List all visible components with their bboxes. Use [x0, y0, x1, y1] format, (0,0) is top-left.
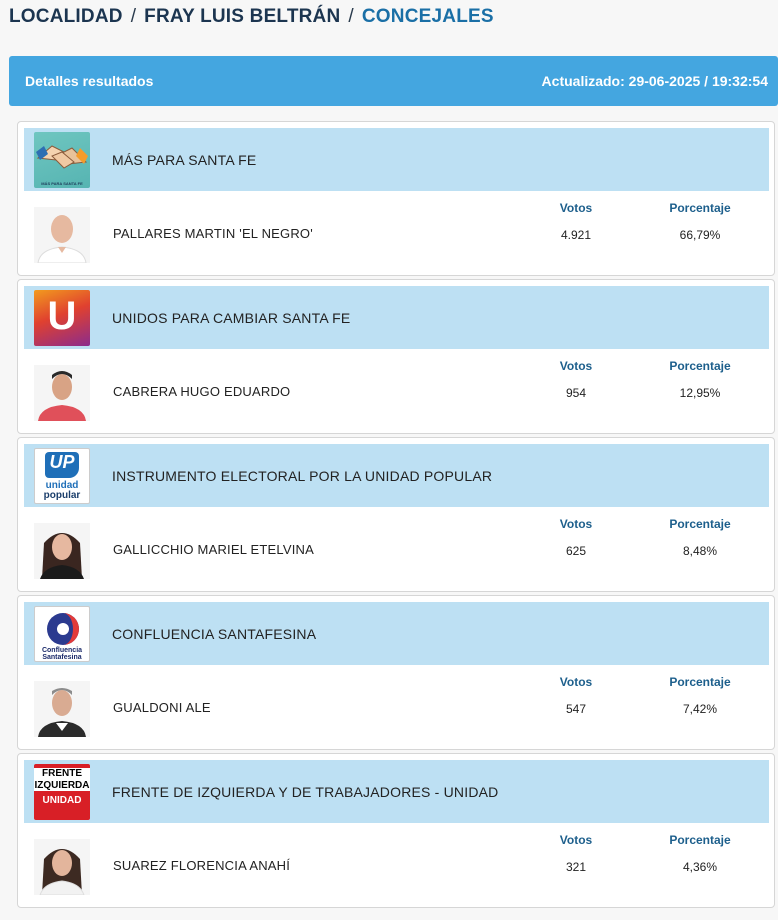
- percent-header: Porcentaje: [669, 675, 731, 689]
- logo-caption: Santafesina: [42, 653, 82, 661]
- candidate-name: CABRERA HUGO EDUARDO: [113, 384, 291, 399]
- votes-value: 625: [565, 544, 587, 558]
- updated-timestamp: Actualizado: 29-06-2025 / 19:32:54: [541, 73, 768, 89]
- candidate-row: CABRERA HUGO EDUARDO Votos Porcentaje 95…: [24, 349, 769, 433]
- votes-value: 4.921: [560, 228, 592, 242]
- results-header-bar: Detalles resultados Actualizado: 29-06-2…: [9, 56, 778, 106]
- candidate-photo: [34, 839, 90, 895]
- party-header: U UNIDOS PARA CAMBIAR SANTA FE: [24, 286, 769, 349]
- handshake-icon: [36, 144, 88, 169]
- logo-caption: IZQUIERDA: [34, 779, 90, 791]
- percent-value: 7,42%: [682, 702, 718, 716]
- result-card: U UNIDOS PARA CAMBIAR SANTA FE CABRERA H…: [17, 279, 775, 434]
- party-name: MÁS PARA SANTA FE: [112, 151, 257, 168]
- percent-header: Porcentaje: [669, 517, 731, 531]
- logo-caption: popular: [43, 489, 81, 501]
- percent-value: 12,95%: [679, 386, 721, 400]
- confluencia-symbol-icon: [47, 612, 79, 645]
- logo-caption: UNIDAD: [40, 794, 84, 807]
- party-logo: UP unidad popular: [34, 447, 90, 504]
- candidate-name: GALLICCHIO MARIEL ETELVINA: [113, 542, 314, 557]
- breadcrumb-separator: /: [130, 6, 137, 27]
- logo-caption: MÁS PARA SANTA FE: [41, 180, 83, 186]
- candidate-row: SUAREZ FLORENCIA ANAHÍ Votos Porcentaje …: [24, 823, 769, 907]
- candidate-row: GUALDONI ALE Votos Porcentaje 547 7,42%: [24, 665, 769, 749]
- votes-header: Votos: [559, 359, 593, 373]
- breadcrumb-cargo: CONCEJALES: [361, 6, 494, 27]
- party-header: Confluencia Santafesina CONFLUENCIA SANT…: [24, 602, 769, 665]
- result-card: FRENTE DE IZQUIERDA UNIDAD FRENTE DE IZQ…: [17, 753, 775, 908]
- party-logo: U: [34, 289, 90, 346]
- percent-header: Porcentaje: [669, 201, 731, 215]
- candidate-row: PALLARES MARTIN 'EL NEGRO' Votos Porcent…: [24, 191, 769, 275]
- percent-header: Porcentaje: [669, 359, 731, 373]
- party-header: UP unidad popular INSTRUMENTO ELECTORAL …: [24, 444, 769, 507]
- candidate-photo: [34, 681, 90, 737]
- candidate-photo: [34, 207, 90, 263]
- result-card: Confluencia Santafesina CONFLUENCIA SANT…: [17, 595, 775, 750]
- logo-letter: U: [47, 293, 77, 338]
- candidate-name: SUAREZ FLORENCIA ANAHÍ: [113, 858, 291, 873]
- votes-value: 954: [565, 386, 587, 400]
- party-logo: FRENTE DE IZQUIERDA UNIDAD: [34, 763, 90, 820]
- breadcrumb-localidad[interactable]: LOCALIDAD: [9, 6, 123, 27]
- candidate-name: GUALDONI ALE: [113, 700, 211, 715]
- votes-value: 547: [565, 702, 587, 716]
- logo-caption: Confluencia: [41, 646, 83, 654]
- breadcrumb: LOCALIDAD / FRAY LUIS BELTRÁN / CONCEJAL…: [9, 6, 494, 28]
- candidate-photo: [34, 365, 90, 421]
- percent-header: Porcentaje: [669, 833, 731, 847]
- percent-value: 8,48%: [682, 544, 718, 558]
- candidate-row: GALLICCHIO MARIEL ETELVINA Votos Porcent…: [24, 507, 769, 591]
- party-header: FRENTE DE IZQUIERDA UNIDAD FRENTE DE IZQ…: [24, 760, 769, 823]
- party-name: FRENTE DE IZQUIERDA Y DE TRABAJADORES - …: [112, 783, 499, 800]
- party-logo: Confluencia Santafesina: [34, 605, 90, 662]
- breadcrumb-separator: /: [348, 6, 354, 27]
- results-title: Detalles resultados: [25, 73, 154, 89]
- votes-value: 321: [565, 860, 587, 874]
- party-header: MÁS PARA SANTA FE MÁS PARA SANTA FE: [24, 128, 769, 191]
- party-name: UNIDOS PARA CAMBIAR SANTA FE: [112, 309, 351, 326]
- percent-value: 66,79%: [679, 228, 721, 242]
- votes-header: Votos: [559, 201, 593, 215]
- party-name: INSTRUMENTO ELECTORAL POR LA UNIDAD POPU…: [112, 467, 493, 484]
- percent-value: 4,36%: [682, 860, 718, 874]
- result-card: MÁS PARA SANTA FE MÁS PARA SANTA FE PALL…: [17, 121, 775, 276]
- result-card: UP unidad popular INSTRUMENTO ELECTORAL …: [17, 437, 775, 592]
- candidate-photo: [34, 523, 90, 579]
- candidate-name: PALLARES MARTIN 'EL NEGRO': [113, 226, 313, 241]
- party-logo: MÁS PARA SANTA FE: [34, 131, 90, 188]
- logo-caption: unidad: [45, 479, 79, 491]
- logo-up-text: UP: [49, 451, 75, 472]
- breadcrumb-municipio[interactable]: FRAY LUIS BELTRÁN: [144, 6, 341, 27]
- votes-header: Votos: [559, 675, 593, 689]
- votes-header: Votos: [559, 833, 593, 847]
- votes-header: Votos: [559, 517, 593, 531]
- party-name: CONFLUENCIA SANTAFESINA: [112, 625, 317, 642]
